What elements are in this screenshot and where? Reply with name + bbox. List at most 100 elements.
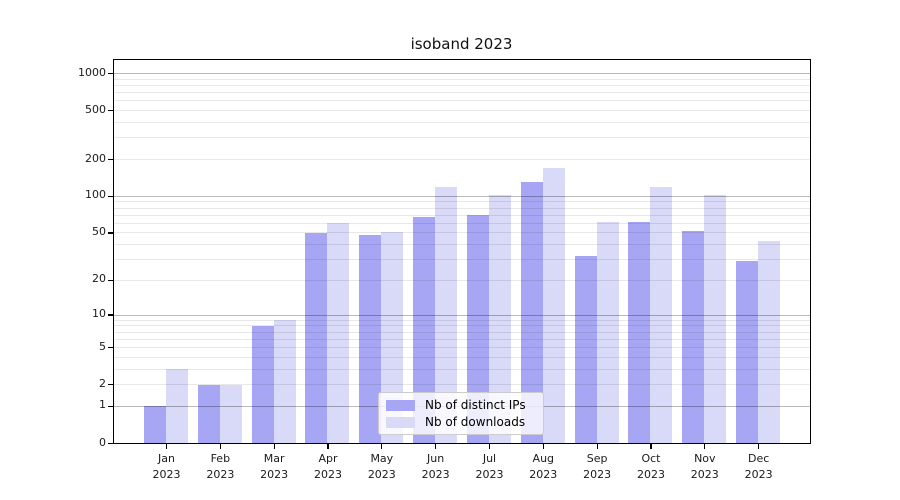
y-tick-label: 200 (85, 151, 106, 165)
y-tick (108, 405, 113, 407)
x-tick (488, 443, 491, 449)
bar-distinct-ips (520, 182, 543, 444)
x-tick-label: Sep 2023 (569, 451, 625, 483)
x-tick-month: Jan (158, 452, 175, 465)
y-tick (108, 158, 113, 161)
gridline-minor (114, 137, 810, 139)
x-tick (219, 443, 221, 449)
bar-downloads (219, 384, 242, 444)
y-tick (108, 195, 113, 197)
x-tick-month: Oct (641, 452, 661, 465)
y-tick-label: 50 (92, 224, 106, 238)
x-tick-label: Dec 2023 (731, 451, 787, 483)
bar-distinct-ips (628, 221, 651, 444)
x-tick-year: 2023 (206, 468, 235, 481)
x-tick-month: Aug (532, 452, 555, 465)
x-tick-month: Nov (694, 452, 716, 465)
x-tick-month: Sep (586, 452, 608, 465)
bar-downloads (758, 240, 781, 444)
y-tick (108, 232, 113, 234)
x-tick-year: 2023 (152, 468, 181, 481)
x-tick-month: May (370, 452, 394, 465)
legend-label-distinct-ips: Nb of distinct IPs (425, 398, 526, 412)
x-tick-month: Mar (263, 452, 285, 465)
gridline-minor (114, 84, 810, 86)
x-tick-month: Jul (482, 452, 497, 465)
chart-title: isoband 2023 (410, 35, 513, 53)
y-tick (108, 346, 113, 349)
gridline-minor (114, 368, 810, 370)
bar-downloads (650, 186, 673, 444)
y-tick (108, 314, 113, 316)
x-tick-month: Dec (747, 452, 770, 465)
bar-distinct-ips (359, 235, 382, 444)
x-tick-year: 2023 (744, 468, 773, 481)
y-tick-label: 10 (92, 307, 106, 321)
x-tick-label: Nov 2023 (677, 451, 733, 483)
x-tick-label: Jan 2023 (139, 451, 195, 483)
gridline-minor (114, 244, 810, 246)
x-tick-label: Jul 2023 (461, 451, 517, 483)
y-tick (108, 384, 113, 386)
bar-downloads (596, 221, 619, 444)
y-tick-label: 100 (85, 188, 106, 202)
gridline-minor (114, 222, 810, 224)
x-tick-month: Jun (427, 452, 445, 465)
x-tick-year: 2023 (690, 468, 719, 481)
gridline-major (114, 314, 810, 316)
gridline-minor (114, 110, 810, 112)
bar-distinct-ips (574, 256, 597, 444)
y-tick (108, 72, 113, 75)
x-tick-year: 2023 (421, 468, 450, 481)
x-tick-label: Oct 2023 (623, 451, 679, 483)
x-tick (704, 443, 706, 449)
y-tick-label: 2 (99, 376, 106, 390)
x-tick (596, 443, 598, 449)
gridline-minor (114, 338, 810, 340)
legend-swatch-downloads (386, 416, 415, 428)
bar-downloads (273, 320, 296, 444)
legend: Nb of distinct IPs Nb of downloads (378, 392, 544, 435)
bar-distinct-ips (736, 261, 759, 444)
gridline-major (114, 195, 810, 197)
x-tick-label: Mar 2023 (246, 451, 302, 483)
legend-row-downloads: Nb of downloads (386, 415, 537, 429)
legend-label-downloads: Nb of downloads (425, 415, 526, 429)
gridline-minor (114, 259, 810, 261)
x-tick (542, 443, 544, 449)
y-tick (108, 279, 113, 282)
x-tick (758, 443, 760, 449)
x-tick-year: 2023 (636, 468, 665, 481)
x-tick-label: Feb 2023 (192, 451, 248, 483)
y-tick-label: 1 (99, 398, 106, 412)
gridline-minor (114, 331, 810, 333)
bar-distinct-ips (466, 215, 489, 444)
x-tick-year: 2023 (475, 468, 504, 481)
y-tick (108, 110, 113, 112)
x-tick-month: Apr (318, 452, 338, 465)
x-tick (273, 443, 275, 449)
legend-swatch-distinct-ips (386, 399, 415, 411)
gridline-minor (114, 356, 810, 358)
gridline-minor (114, 100, 810, 102)
bar-distinct-ips (197, 384, 220, 444)
x-tick-year: 2023 (583, 468, 612, 481)
bar-downloads (542, 168, 565, 444)
gridline-minor (114, 325, 810, 327)
bar-downloads (166, 369, 188, 444)
bar-distinct-ips (305, 232, 328, 444)
x-tick (327, 443, 329, 449)
x-tick-label: Apr 2023 (300, 451, 356, 483)
y-tick (108, 442, 113, 445)
bar-distinct-ips (413, 216, 436, 444)
x-tick-label: May 2023 (354, 451, 410, 483)
gridline-minor (114, 214, 810, 216)
x-tick-year: 2023 (313, 468, 342, 481)
x-tick (435, 443, 437, 449)
bar-distinct-ips (682, 230, 705, 444)
bar-downloads (327, 223, 350, 444)
bar-downloads (704, 195, 727, 444)
gridline-minor (114, 279, 810, 281)
bar-downloads (435, 186, 458, 444)
